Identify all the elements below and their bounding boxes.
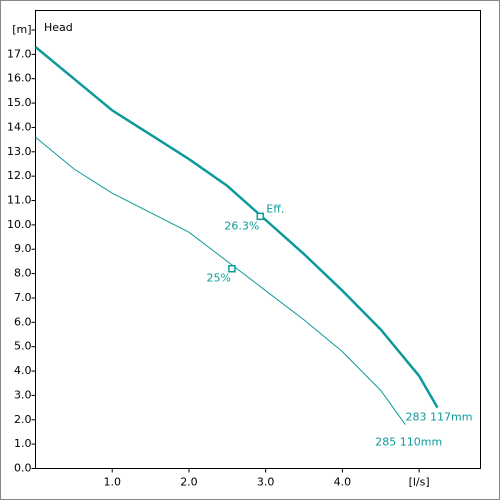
- y-tick-label: 9.0: [14, 242, 32, 255]
- y-tick-label: 17.0: [7, 47, 32, 60]
- series-label: 285 110mm: [375, 436, 442, 449]
- y-tick-label: 5.0: [14, 340, 32, 353]
- y-tick-label: 15.0: [7, 96, 32, 109]
- series-label: 283 117mm: [406, 411, 473, 424]
- x-tick-label: [l/s]: [409, 476, 430, 489]
- x-tick-label: 2.0: [180, 476, 198, 489]
- y-tick-label: 3.0: [14, 388, 32, 401]
- operating-point: [256, 212, 265, 221]
- series-line: [35, 136, 406, 425]
- operating-point: [228, 264, 236, 273]
- plot-frame: [35, 10, 481, 469]
- y-tick-label: 12.0: [7, 169, 32, 182]
- series-line: [34, 46, 439, 409]
- y-tick-label: 14.0: [7, 120, 32, 133]
- y-tick-label: 16.0: [7, 72, 32, 85]
- operating-point-label: 25%: [206, 272, 230, 285]
- y-tick-label: 13.0: [7, 145, 32, 158]
- y-tick-label: 4.0: [14, 364, 32, 377]
- annotation: Eff.: [266, 202, 284, 215]
- y-tick-label: 1.0: [14, 437, 32, 450]
- y-tick-label: 2.0: [14, 413, 32, 426]
- x-tick-label: 1.0: [103, 476, 121, 489]
- chart-title: Head: [44, 21, 73, 34]
- y-tick-label: 11.0: [7, 194, 32, 207]
- y-tick-label: 6.0: [14, 315, 32, 328]
- x-tick-label: 4.0: [334, 476, 352, 489]
- operating-point-label: 26.3%: [224, 219, 259, 232]
- y-tick-label: 10.0: [7, 218, 32, 231]
- y-tick-label: 7.0: [14, 291, 32, 304]
- y-tick-label: 8.0: [14, 267, 32, 280]
- y-tick-label: [m]: [12, 23, 31, 36]
- y-tick-label: 0.0: [14, 462, 32, 475]
- x-tick-label: 3.0: [257, 476, 275, 489]
